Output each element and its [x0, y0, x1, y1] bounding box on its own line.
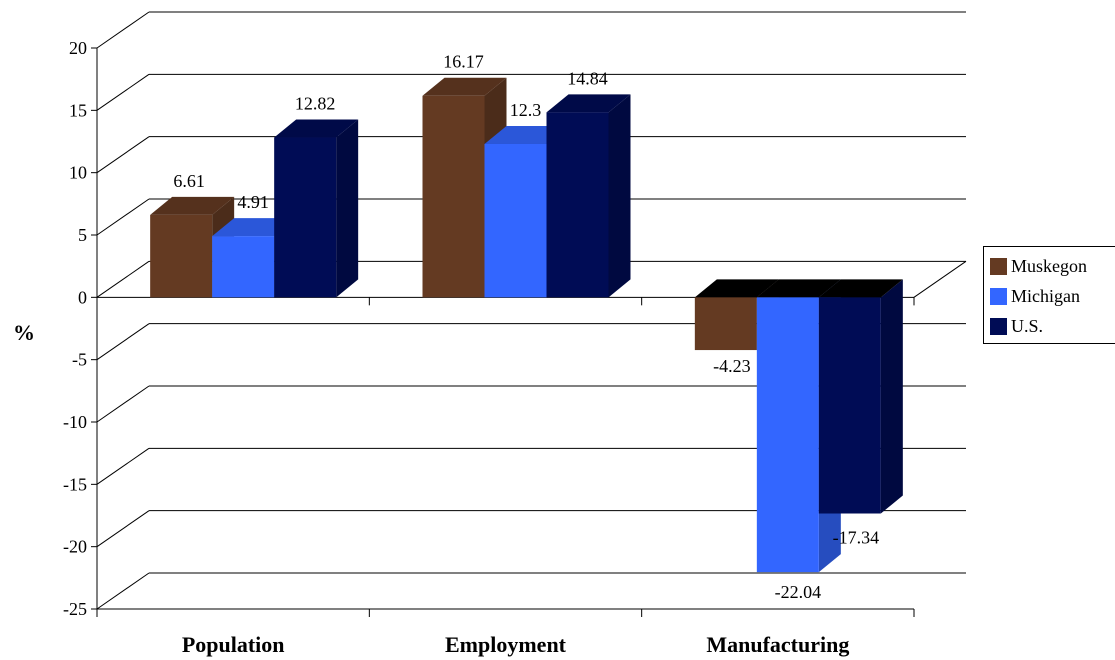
data-label: 14.84 [567, 68, 608, 88]
gridline-diagonal [96, 572, 150, 610]
bar-top [694, 279, 779, 298]
y-tick-label: 20 [69, 38, 87, 58]
data-label: -22.04 [775, 582, 822, 602]
legend-swatch-us [990, 317, 1007, 335]
data-label: 16.17 [443, 52, 484, 72]
data-label: 6.61 [173, 171, 205, 191]
x-tick-label: Employment [445, 632, 567, 657]
zero-line-diagonal [913, 260, 967, 298]
bar [546, 112, 609, 298]
legend-label: Muskegon [1011, 255, 1087, 276]
bar-top [150, 196, 235, 215]
data-label: 4.91 [237, 192, 269, 212]
legend-label: U.S. [1011, 315, 1044, 336]
data-label: -17.34 [833, 528, 880, 548]
bar [274, 137, 337, 298]
x-tick-label: Population [182, 632, 285, 657]
bar-top [422, 77, 507, 96]
bar [756, 297, 819, 573]
legend-item-muskegon: Muskegon [990, 255, 1087, 277]
bar [422, 95, 485, 298]
bar-top [274, 119, 359, 138]
bar-side [336, 119, 359, 298]
gridline-diagonal [96, 447, 150, 485]
gridline-diagonal [96, 323, 150, 361]
gridline-diagonal [96, 73, 150, 111]
bar-top [818, 279, 903, 298]
x-tick-label: Manufacturing [706, 632, 849, 657]
legend-swatch-michigan [990, 287, 1007, 305]
data-labels: 6.61 4.91 12.82 16.17 12.3 14.84 -4.23 -22.04 -1… [173, 52, 879, 602]
bar [212, 236, 275, 298]
gridline-diagonal [96, 136, 150, 174]
bar-top [546, 94, 631, 113]
y-axis-label: % [13, 320, 35, 345]
y-tick-label: 10 [69, 163, 87, 183]
data-label: -4.23 [713, 356, 751, 376]
y-tick-label: -10 [63, 412, 87, 432]
y-tick-label: -20 [63, 537, 87, 557]
gridline-diagonal [96, 11, 150, 49]
bar [818, 297, 881, 514]
gridline-diagonal [96, 198, 150, 236]
legend-label: Michigan [1011, 285, 1080, 306]
bar-top [756, 279, 841, 298]
gridline-diagonal [96, 260, 150, 298]
bar-side [608, 94, 631, 298]
legend-swatch-muskegon [990, 257, 1007, 275]
bar [694, 297, 757, 351]
y-tick-label: -15 [63, 474, 87, 494]
bars [150, 77, 903, 573]
y-tick-label: 5 [78, 225, 87, 245]
y-tick-label: -25 [63, 599, 87, 619]
legend-item-michigan: Michigan [990, 285, 1080, 307]
y-tick-label: 0 [78, 287, 87, 307]
bar-side [880, 279, 903, 514]
legend: Muskegon Michigan U.S. [983, 246, 1115, 344]
gridline-diagonal [96, 385, 150, 423]
bar [484, 143, 547, 298]
data-label: 12.82 [295, 94, 336, 114]
y-tick-label: -5 [72, 350, 87, 370]
data-label: 12.3 [510, 100, 542, 120]
bar [150, 214, 213, 298]
gridline-diagonal [96, 510, 150, 548]
legend-item-us: U.S. [990, 315, 1043, 337]
y-tick-label: 15 [69, 100, 87, 120]
